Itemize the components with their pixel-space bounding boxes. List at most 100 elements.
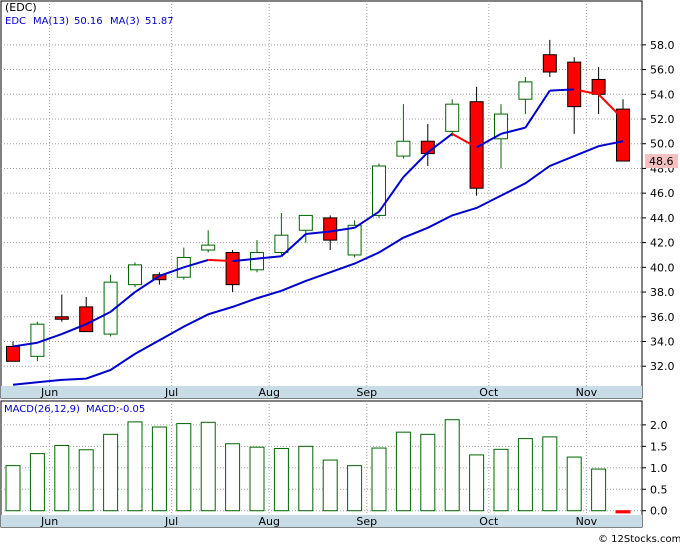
ma3-segment bbox=[597, 93, 624, 120]
macd-bar bbox=[493, 448, 509, 512]
ma3-segment bbox=[330, 226, 355, 233]
candle bbox=[323, 215, 338, 251]
macd-panel: Jun Jul Aug Sep Oct Nov 0.0 0.5 1.0 1.5 2.0 MACD(… bbox=[0, 400, 668, 528]
macd-bar bbox=[200, 421, 216, 512]
legend-ma3: MA(3) 51.87 bbox=[110, 16, 174, 27]
macd-bar bbox=[591, 468, 607, 512]
macd-bar bbox=[78, 449, 94, 512]
legend-ma13: MA(13) 50.16 bbox=[33, 16, 103, 27]
macd-grid bbox=[1, 401, 642, 515]
ma3-segment bbox=[305, 230, 331, 235]
ma3-segment bbox=[159, 266, 185, 277]
macd-x-tick-label: Aug bbox=[258, 515, 279, 528]
ma3-segment bbox=[427, 133, 453, 154]
ma3-line bbox=[12, 88, 624, 348]
last-price-label: 48.6 bbox=[649, 155, 674, 168]
macd-x-tick-label: Sep bbox=[356, 515, 377, 528]
ma13-line bbox=[12, 140, 624, 386]
candle-body bbox=[6, 345, 20, 362]
ma3-segment bbox=[232, 257, 258, 263]
candle-body bbox=[225, 252, 240, 286]
macd-bars bbox=[5, 419, 631, 514]
macd-bar bbox=[542, 436, 558, 512]
macd-y-tick-label: 0.5 bbox=[650, 483, 668, 496]
price-y-tick-label: 42.0 bbox=[650, 237, 675, 250]
candle-body bbox=[274, 234, 289, 253]
candle bbox=[469, 86, 484, 196]
price-y-tick-label: 52.0 bbox=[650, 113, 675, 126]
macd-x-labels: Jun Jul Aug Sep Oct Nov bbox=[40, 515, 598, 528]
candle-body bbox=[396, 140, 411, 157]
candle bbox=[128, 262, 142, 288]
candle-body bbox=[542, 54, 557, 73]
price-x-tick-label: Aug bbox=[258, 386, 279, 399]
price-y-tick-label: 34.0 bbox=[650, 336, 675, 349]
price-axis-strip bbox=[1, 386, 642, 398]
ma3-segment bbox=[378, 176, 405, 213]
macd-y-labels: 0.0 0.5 1.0 1.5 2.0 bbox=[642, 419, 668, 518]
price-panel: Jun Jul Aug Sep Oct Nov 32.0 34.0 36.0 38.0 40.0 4… bbox=[0, 0, 678, 399]
ma3-segment bbox=[476, 132, 502, 149]
ma3-segment bbox=[208, 258, 233, 263]
price-y-tick-label: 38.0 bbox=[650, 286, 675, 299]
ma3-segment bbox=[402, 151, 429, 178]
ma3-segment bbox=[183, 258, 209, 269]
candle bbox=[54, 294, 69, 322]
macd-bar bbox=[54, 444, 70, 512]
macd-bar bbox=[395, 431, 411, 512]
macd-bar bbox=[249, 446, 265, 512]
candle-body bbox=[103, 281, 118, 335]
macd-bar bbox=[615, 510, 631, 514]
candle-body bbox=[591, 78, 606, 95]
candle-body bbox=[445, 103, 460, 132]
macd-y-tick-label: 2.0 bbox=[650, 419, 668, 432]
candle bbox=[103, 274, 118, 337]
ma3-segment bbox=[109, 291, 136, 313]
price-y-tick-label: 40.0 bbox=[650, 261, 675, 274]
macd-bar bbox=[347, 465, 363, 512]
price-x-tick-label: Nov bbox=[576, 386, 598, 399]
price-y-labels: 32.034.036.038.040.042.044.046.048.050.0… bbox=[642, 39, 675, 373]
ma3-segment bbox=[61, 323, 87, 336]
candle-body bbox=[79, 306, 94, 333]
macd-bar bbox=[225, 443, 241, 512]
macd-x-tick-label: Jun bbox=[40, 515, 58, 528]
candle bbox=[396, 104, 411, 159]
last-price-box bbox=[645, 154, 678, 169]
macd-y-tick-label: 1.5 bbox=[650, 440, 668, 453]
macd-bar bbox=[151, 426, 167, 512]
candle bbox=[298, 214, 313, 243]
macd-bar bbox=[371, 447, 387, 512]
macd-x-tick-label: Jul bbox=[164, 515, 178, 528]
macd-bar bbox=[420, 433, 436, 512]
price-y-tick-label: 44.0 bbox=[650, 212, 675, 225]
watermark: © 12Stocks.com bbox=[598, 534, 680, 545]
macd-bar bbox=[444, 419, 460, 512]
price-y-tick-label: 32.0 bbox=[650, 360, 675, 373]
candle bbox=[445, 99, 460, 137]
candle bbox=[347, 220, 362, 258]
macd-y-tick-label: 0.0 bbox=[650, 505, 668, 518]
last-price-badge: 48.6 bbox=[645, 154, 678, 169]
price-y-tick-label: 46.0 bbox=[650, 187, 675, 200]
macd-axis-strip bbox=[1, 515, 642, 527]
candles bbox=[6, 39, 630, 362]
candle bbox=[542, 39, 557, 77]
ma3-segment bbox=[354, 210, 380, 229]
price-x-tick-label: Oct bbox=[479, 386, 499, 399]
macd-legend: MACD(26,12,9) MACD:-0.05 bbox=[4, 404, 145, 415]
macd-bar bbox=[517, 438, 533, 512]
price-y-tick-label: 54.0 bbox=[650, 88, 675, 101]
candle-body bbox=[469, 101, 484, 189]
candle bbox=[30, 321, 45, 362]
candle bbox=[274, 212, 289, 255]
price-y-tick-label: 58.0 bbox=[650, 39, 675, 52]
ma3-segment bbox=[549, 88, 575, 92]
candle-body bbox=[347, 224, 362, 256]
price-x-tick-label: Sep bbox=[356, 386, 377, 399]
candle-body bbox=[494, 113, 508, 140]
price-grid bbox=[1, 1, 642, 386]
macd-bar bbox=[127, 421, 143, 512]
ma3-segment bbox=[500, 126, 526, 135]
